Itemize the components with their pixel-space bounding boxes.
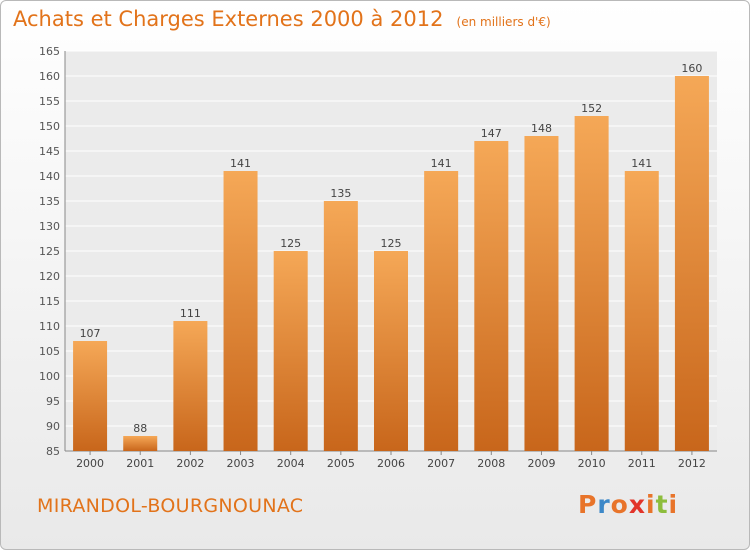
y-tick-label: 95 — [46, 395, 60, 408]
logo-letter: i — [646, 490, 656, 519]
y-tick-label: 140 — [39, 170, 60, 183]
y-tick-label: 100 — [39, 370, 60, 383]
bar — [624, 171, 659, 451]
bar-value-label: 141 — [230, 157, 251, 170]
bar — [73, 341, 108, 451]
bar — [424, 171, 459, 451]
logo-letter: i — [668, 490, 679, 519]
bar — [173, 321, 208, 451]
y-tick-label: 125 — [39, 245, 60, 258]
bar — [323, 201, 358, 451]
bar — [524, 136, 559, 451]
y-tick-label: 130 — [39, 220, 60, 233]
logo-letter: r — [597, 490, 611, 519]
x-tick-label: 2008 — [477, 457, 505, 470]
logo-letter: P — [578, 490, 598, 519]
x-tick-label: 2004 — [277, 457, 305, 470]
chart-unit: (en milliers d'€) — [456, 15, 551, 29]
bar-value-label: 135 — [330, 187, 351, 200]
x-tick-label: 2007 — [427, 457, 455, 470]
x-tick-label: 2003 — [227, 457, 255, 470]
y-tick-label: 145 — [39, 145, 60, 158]
bar-value-label: 107 — [80, 327, 101, 340]
bar-value-label: 141 — [631, 157, 652, 170]
y-tick-label: 165 — [39, 45, 60, 58]
y-tick-label: 150 — [39, 120, 60, 133]
bar-value-label: 88 — [133, 422, 147, 435]
bar-value-label: 125 — [280, 237, 301, 250]
bar — [674, 76, 709, 451]
x-tick-label: 2006 — [377, 457, 405, 470]
x-tick-label: 2009 — [527, 457, 555, 470]
y-tick-label: 115 — [39, 295, 60, 308]
y-tick-label: 90 — [46, 420, 60, 433]
bar-value-label: 111 — [180, 307, 201, 320]
bar-value-label: 125 — [381, 237, 402, 250]
bar-value-label: 141 — [431, 157, 452, 170]
bar — [574, 116, 609, 451]
y-tick-label: 160 — [39, 70, 60, 83]
chart-title-text: Achats et Charges Externes 2000 à 2012 — [13, 7, 444, 31]
x-tick-label: 2011 — [628, 457, 656, 470]
x-tick-label: 2002 — [176, 457, 204, 470]
bar-value-label: 160 — [681, 62, 702, 75]
commune-name: MIRANDOL-BOURGNOUNAC — [37, 495, 304, 517]
bar-value-label: 152 — [581, 102, 602, 115]
logo-letter: x — [628, 490, 646, 519]
y-tick-label: 105 — [39, 345, 60, 358]
y-tick-label: 155 — [39, 95, 60, 108]
bar — [223, 171, 258, 451]
x-tick-label: 2001 — [126, 457, 154, 470]
y-tick-label: 135 — [39, 195, 60, 208]
x-tick-label: 2000 — [76, 457, 104, 470]
bar — [273, 251, 308, 451]
x-tick-label: 2005 — [327, 457, 355, 470]
bar-value-label: 148 — [531, 122, 552, 135]
bar — [474, 141, 509, 451]
logo-letter: o — [610, 490, 629, 519]
bar-value-label: 147 — [481, 127, 502, 140]
x-tick-label: 2012 — [678, 457, 706, 470]
x-tick-label: 2010 — [578, 457, 606, 470]
y-tick-label: 110 — [39, 320, 60, 333]
bar — [123, 436, 158, 451]
bar — [374, 251, 408, 451]
y-tick-label: 85 — [46, 445, 60, 458]
y-tick-label: 120 — [39, 270, 60, 283]
logo-letter: t — [655, 490, 669, 519]
proxiti-logo: Proxiti — [578, 490, 678, 519]
chart-title: Achats et Charges Externes 2000 à 2012 (… — [13, 7, 551, 31]
